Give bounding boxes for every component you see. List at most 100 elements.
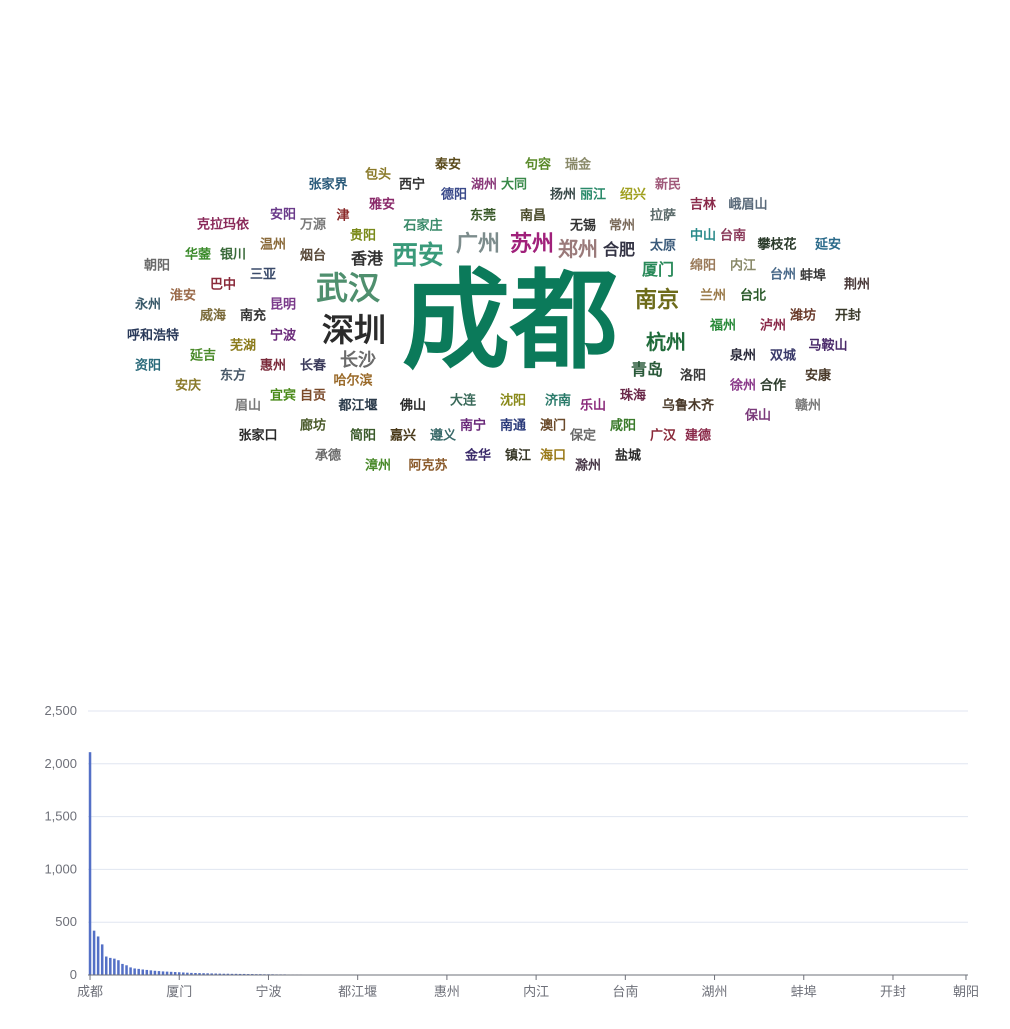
x-axis-labels: 成都 厦门 宁波 都江堰 惠州 内江 台南 湖州 蚌埠 开封 朝阳 — [77, 984, 979, 999]
cloud-word: 广汉 — [649, 428, 677, 444]
cloud-word: 徐州 — [729, 378, 757, 394]
cloud-word: 杭州 — [646, 330, 686, 354]
cloud-word: 张家界 — [308, 177, 348, 193]
cloud-word: 台北 — [739, 288, 767, 304]
cloud-word: 自贡 — [299, 388, 327, 404]
bar — [145, 969, 149, 975]
bar-chart: 0 500 1,000 1,500 2,000 2,500 成都 厦门 宁波 都江堰 惠州 内江 台南… — [44, 703, 979, 999]
y-tick-label: 500 — [55, 914, 77, 929]
cloud-word: 延吉 — [189, 348, 217, 364]
cloud-word: 吉林 — [689, 197, 717, 213]
y-tick-label: 1,000 — [44, 861, 77, 876]
cloud-word: 永州 — [134, 297, 162, 313]
bar — [173, 972, 177, 975]
bar — [165, 971, 169, 975]
bar — [194, 972, 197, 975]
x-tick-label: 厦门 — [166, 984, 192, 999]
x-tick-label: 惠州 — [434, 984, 460, 999]
cloud-word: 兰州 — [699, 288, 727, 304]
cloud-word: 香港 — [350, 249, 384, 268]
cloud-word: 泉州 — [729, 348, 757, 364]
cloud-word: 太原 — [649, 238, 677, 254]
cloud-word: 武汉 — [315, 269, 381, 307]
bar — [238, 973, 242, 975]
bar — [104, 956, 108, 975]
cloud-word: 津 — [336, 208, 350, 224]
bar — [157, 971, 161, 975]
cloud-word: 淮安 — [169, 288, 197, 304]
cloud-word: 张家口 — [238, 428, 278, 444]
cloud-word: 蚌埠 — [799, 268, 827, 284]
cloud-word: 克拉玛依 — [196, 217, 250, 233]
cloud-word: 海口 — [539, 448, 567, 464]
cloud-word: 峨眉山 — [728, 197, 768, 213]
cloud-word: 滁州 — [574, 458, 602, 474]
bar — [121, 963, 124, 975]
cloud-word: 包头 — [364, 167, 392, 183]
cloud-word: 合作 — [759, 378, 787, 394]
cloud-word: 荆州 — [843, 277, 871, 293]
bar — [206, 973, 209, 975]
cloud-word: 漳州 — [364, 458, 392, 474]
cloud-word: 咸阳 — [609, 418, 637, 434]
cloud-word: 双城 — [769, 348, 797, 364]
cloud-word: 长沙 — [340, 350, 376, 371]
cloud-word: 大连 — [449, 393, 477, 409]
bar — [222, 973, 226, 975]
cloud-word: 开封 — [834, 308, 862, 324]
cloud-word: 建德 — [684, 428, 712, 444]
cloud-word: 郑州 — [558, 237, 598, 261]
bar — [230, 973, 234, 975]
word-cloud: 成都 武汉 深圳 西安 广州 苏州 郑州 南京 杭州 长沙 香港 合肥 厦门 青岛 泰安 句容 瑞金 包头 西宁 湖州… — [126, 159, 871, 474]
cloud-word: 资阳 — [134, 358, 162, 374]
bar — [100, 944, 104, 975]
y-axis-labels: 0 500 1,000 1,500 2,000 2,500 — [44, 703, 77, 982]
cloud-word: 广州 — [455, 232, 501, 257]
cloud-word: 呼和浩特 — [126, 328, 180, 344]
cloud-word: 大同 — [500, 177, 528, 193]
cloud-word: 中山 — [689, 228, 717, 244]
bar — [186, 972, 189, 975]
x-tick-label: 成都 — [77, 984, 103, 999]
cloud-word: 青岛 — [630, 360, 664, 379]
cloud-word: 南充 — [239, 308, 267, 324]
bar — [149, 970, 153, 975]
bar — [153, 970, 157, 975]
bar — [210, 973, 213, 975]
cloud-word: 延安 — [814, 237, 842, 253]
cloud-word: 绵阳 — [689, 258, 717, 274]
bar — [198, 973, 201, 975]
bar — [169, 971, 173, 975]
bar — [117, 960, 120, 975]
x-tick-label: 湖州 — [702, 984, 728, 999]
y-tick-label: 0 — [70, 967, 77, 982]
cloud-word: 福州 — [709, 318, 737, 334]
bar — [125, 965, 128, 975]
cloud-word: 贵阳 — [349, 228, 377, 244]
cloud-word: 安康 — [804, 368, 832, 384]
x-tick-label: 朝阳 — [953, 984, 979, 999]
cloud-word: 澳门 — [539, 418, 567, 434]
cloud-word: 乐山 — [579, 398, 607, 414]
y-tick-label: 1,500 — [44, 809, 77, 824]
cloud-word: 阿克苏 — [408, 458, 448, 474]
bar — [226, 973, 230, 975]
cloud-word: 沈阳 — [499, 393, 527, 409]
cloud-word: 简阳 — [349, 428, 377, 444]
cloud-word: 华蓥 — [184, 247, 212, 263]
cloud-word: 金华 — [464, 448, 492, 464]
cloud-word: 湖州 — [470, 177, 498, 193]
bar — [218, 973, 222, 975]
cloud-word: 洛阳 — [679, 368, 707, 384]
cloud-word: 惠州 — [259, 358, 287, 374]
cloud-word: 安阳 — [269, 207, 297, 223]
cloud-word: 烟台 — [299, 248, 327, 264]
cloud-word: 宁波 — [269, 328, 297, 344]
cloud-word: 攀枝花 — [757, 237, 797, 253]
cloud-word: 扬州 — [549, 187, 577, 203]
bar — [182, 972, 185, 975]
cloud-word: 南京 — [634, 288, 680, 313]
cloud-word: 泸州 — [759, 318, 787, 334]
cloud-word: 长春 — [299, 358, 327, 374]
bar — [92, 930, 96, 975]
